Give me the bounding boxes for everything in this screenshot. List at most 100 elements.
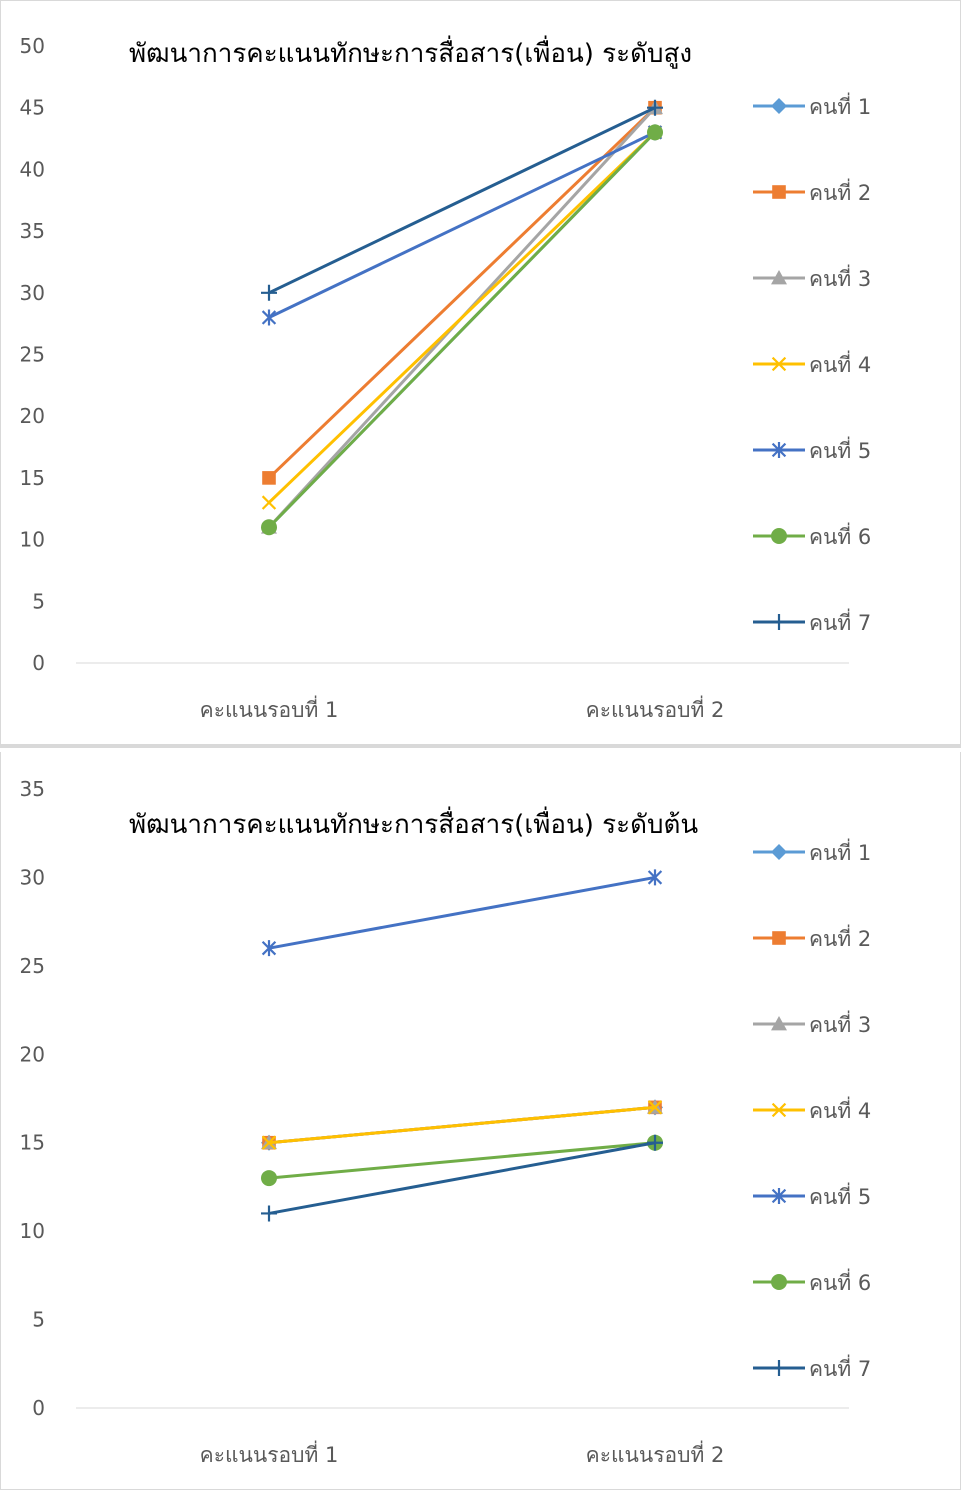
high-legend-label: คนที่ 6 [809,522,871,549]
high-legend-item-2: คนที่ 2 [753,178,871,205]
basic-y-tick-label: 35 [20,777,45,801]
high-legend-label: คนที่ 2 [809,178,871,205]
high-y-tick-label: 5 [32,589,45,613]
basic-series-6-point [261,1170,277,1187]
basic-series-7-point [647,1134,663,1151]
basic-legend-label: คนที่ 4 [809,1096,871,1123]
high-series-2-line [267,106,657,479]
high-legend-marker [771,614,787,630]
basic-y-tick-label: 20 [20,1042,45,1066]
high-title: พัฒนาการคะแนนทักษะการสื่อสาร(เพื่อน) ระด… [129,35,692,69]
basic-legend-marker [771,1360,787,1376]
high-legend-marker [771,442,787,458]
high-legend-label: คนที่ 7 [809,608,871,635]
high-legend-item-3: คนที่ 3 [753,264,871,291]
high-series-7-point [261,284,277,301]
high-series-6-point [261,519,277,536]
basic-legend-label: คนที่ 5 [809,1182,871,1209]
high-series-5 [261,124,663,326]
basic-legend-label: คนที่ 7 [809,1354,871,1381]
basic-legend-label: คนที่ 2 [809,924,871,951]
basic-legend-label: คนที่ 1 [809,838,871,865]
high-series-7-point [647,99,663,116]
high-legend-label: คนที่ 4 [809,350,871,377]
basic-legend-marker [771,1016,787,1031]
basic-legend-item-1: คนที่ 1 [753,838,871,865]
high-y-tick-label: 25 [20,343,45,367]
basic-y-tick-label: 25 [20,954,45,978]
basic-legend-item-2: คนที่ 2 [753,924,871,951]
basic-y-tick-label: 30 [20,865,45,889]
chart-basic-level: 0 5 10 15 20 25 30 35 คะแนนรอบที่ 1 คะแนนรอบที่ 2… [0,752,961,1490]
basic-series-7 [261,1134,663,1222]
basic-y-tick-label: 5 [32,1308,45,1332]
basic-x-category-label: คะแนนรอบที่ 1 [200,1440,339,1467]
high-series-4-point [261,495,277,510]
high-series-6-point [647,124,663,141]
basic-legend-item-4: คนที่ 4 [753,1096,871,1123]
high-legend-label: คนที่ 3 [809,264,871,291]
high-y-tick-label: 50 [20,34,45,58]
high-y-tick-label: 45 [20,96,45,120]
basic-series-5 [261,869,663,957]
basic-legend-marker [771,1274,787,1290]
high-legend-item-1: คนที่ 1 [753,92,871,119]
basic-legend-label: คนที่ 6 [809,1268,871,1295]
basic-legend-marker [771,1102,787,1118]
high-series-4-line [267,131,657,504]
basic-title: พัฒนาการคะแนนทักษะการสื่อสาร(เพื่อน) ระด… [129,806,698,840]
high-x-category-label: คะแนนรอบที่ 1 [200,695,339,722]
high-legend-marker [771,528,787,544]
basic-series-7-line [268,1141,656,1215]
basic-legend-marker [771,844,787,860]
high-series-7-line [268,106,656,295]
basic-legend-marker [772,931,786,945]
basic-legend-item-5: คนที่ 5 [753,1182,871,1209]
basic-y-tick-label: 15 [20,1131,45,1155]
high-legend-item-4: คนที่ 4 [753,350,871,377]
high-legend-marker [772,185,786,199]
basic-series-5-point [261,940,277,957]
basic-legend-label: คนที่ 3 [809,1010,871,1037]
high-legend-label: คนที่ 1 [809,92,871,119]
chart-high-level: 0 5 10 15 20 25 30 35 40 45 50 คะแนนรอบที่ 1 คะแนนรอ… [0,0,961,748]
high-legend-marker [771,356,787,372]
high-y-tick-label: 15 [20,466,45,490]
basic-legend-item-3: คนที่ 3 [753,1010,871,1037]
high-y-tick-label: 20 [20,404,45,428]
basic-series-4-point [647,1100,663,1115]
high-y-tick-label: 35 [20,219,45,243]
high-series-2-point [262,471,276,485]
basic-series-5-line [268,875,656,950]
basic-legend-item-6: คนที่ 6 [753,1268,871,1295]
basic-series-4-point [261,1135,277,1150]
basic-series-4-line [268,1105,656,1145]
high-y-tick-label: 0 [32,651,45,675]
basic-legend-item-7: คนที่ 7 [753,1354,871,1381]
basic-series-5-point [647,869,663,886]
high-legend-label: คนที่ 5 [809,436,871,463]
high-series-5-line [268,131,656,319]
high-legend-item-5: คนที่ 5 [753,436,871,463]
high-y-tick-label: 30 [20,281,45,305]
chart-high-level-svg: 0 5 10 15 20 25 30 35 40 45 50 คะแนนรอบที่ 1 คะแนนรอ… [20,34,872,722]
basic-series-6-line [268,1141,656,1180]
basic-series-4 [261,1100,663,1150]
basic-x-category-label: คะแนนรอบที่ 2 [586,1440,725,1467]
chart-basic-level-svg: 0 5 10 15 20 25 30 35 คะแนนรอบที่ 1 คะแนนรอบที่ 2… [20,777,872,1467]
high-series-6-line [267,131,657,529]
high-y-tick-label: 40 [20,157,45,181]
basic-y-tick-label: 10 [20,1219,45,1243]
high-legend-marker [771,270,787,285]
high-series-6 [261,124,663,536]
basic-legend-marker [771,1188,787,1204]
high-y-tick-label: 10 [20,528,45,552]
high-legend-item-7: คนที่ 7 [753,608,871,635]
basic-series-7-point [261,1205,277,1222]
high-legend-marker [771,98,787,114]
high-legend-item-6: คนที่ 6 [753,522,871,549]
basic-y-tick-label: 0 [32,1396,45,1420]
high-x-category-label: คะแนนรอบที่ 2 [586,695,725,722]
high-series-7 [261,99,663,301]
high-series-5-point [261,309,277,326]
